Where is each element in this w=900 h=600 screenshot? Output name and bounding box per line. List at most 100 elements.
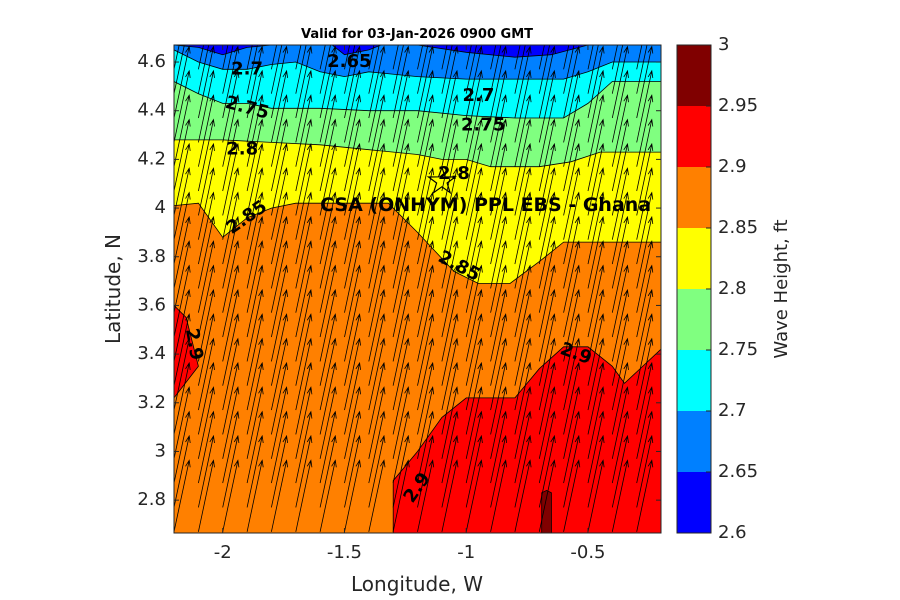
wave-arrow-417 [660,116,661,118]
wave-arrow-375 [611,94,629,167]
wave-arrow-140 [344,459,361,532]
wave-arrow-69 [246,240,264,313]
wave-arrow-4 [174,361,191,435]
colorbar-tick-label: 3 [718,34,729,55]
wave-arrow-343 [587,386,605,459]
wave-arrow-251 [465,191,483,265]
wave-arrow-315 [538,94,556,167]
y-tick-label: 2.8 [137,489,166,510]
wave-arrow-147 [344,288,361,362]
contour-label-0: 2.65 [327,51,371,72]
wave-arrow-348 [587,264,605,338]
wave-arrow-134 [319,118,337,192]
wave-arrow-200 [417,459,435,532]
wave-arrow-349 [587,240,605,313]
wave-arrow-358 [587,45,599,94]
wave-arrow-344 [587,361,605,435]
colorbar-swatch-1 [677,411,711,472]
wave-arrow-46 [222,313,240,386]
wave-arrow-97 [271,45,288,119]
wave-arrow-102 [295,410,313,484]
wave-arrow-310 [538,215,556,289]
wave-arrow-63 [246,386,264,459]
wave-arrow-253 [465,142,483,216]
wave-arrow-270 [490,215,508,289]
wave-arrow-378 [611,45,624,94]
wave-arrow-373 [611,142,629,216]
wave-arrow-416 [660,140,661,143]
wave-arrow-325 [563,337,581,411]
wave-arrow-254 [465,118,483,192]
wave-arrow-341 [587,434,605,508]
wave-arrow-185 [392,337,410,411]
wave-arrow-231 [441,191,459,265]
wave-arrow-279 [490,45,497,70]
wave-arrow-82 [271,410,288,484]
wave-arrow-76 [246,69,264,143]
wave-arrow-233 [441,142,459,216]
wave-arrow-396 [636,69,654,143]
wave-arrow-108 [295,264,313,338]
wave-arrow-165 [368,337,386,411]
wave-arrow-398 [636,45,648,94]
wave-arrow-288 [514,264,532,338]
wave-arrow-381 [636,434,654,508]
plot-area [174,45,661,533]
wave-arrow-354 [587,118,605,192]
wave-arrow-269 [490,240,508,313]
wave-arrow-386 [636,313,654,386]
wave-arrow-326 [563,313,581,386]
wave-arrow-65 [246,337,264,411]
wave-arrow-299 [514,45,521,70]
wave-arrow-213 [417,142,435,216]
wave-arrow-305 [538,337,556,411]
wave-arrow-255 [465,94,483,167]
wave-arrow-304 [538,361,556,435]
wave-arrow-40 [222,459,240,532]
wave-arrow-91 [271,191,288,265]
wave-arrow-6 [174,313,191,386]
wave-arrow-143 [344,386,361,459]
wave-arrow-394 [636,118,654,192]
wave-arrow-230 [441,215,459,289]
wave-arrow-335 [563,94,581,167]
wave-arrow-201 [417,434,435,508]
wave-arrow-363 [611,386,629,459]
wave-arrow-408 [660,335,661,338]
wave-arrow-177 [368,45,386,119]
wave-arrow-17 [174,45,191,119]
wave-arrow-38 [198,45,210,94]
wave-arrow-336 [563,69,581,143]
x-tick-label: -1.5 [327,542,362,563]
wave-arrow-249 [465,240,483,313]
wave-arrow-178 [368,45,380,94]
wave-arrow-289 [514,240,532,313]
wave-arrow-328 [563,264,581,338]
wave-arrow-93 [271,142,288,216]
wave-arrow-247 [465,288,483,362]
wave-arrow-234 [441,118,459,192]
wave-arrow-207 [417,288,435,362]
wave-arrow-271 [490,191,508,265]
wave-arrow-387 [636,288,654,362]
wave-arrow-44 [222,361,240,435]
contour-label-1: 2.7 [231,58,263,79]
wave-arrow-156 [344,69,361,143]
wave-arrow-266 [490,313,508,386]
wave-arrow-128 [319,264,337,338]
wave-arrow-85 [271,337,288,411]
wave-arrow-262 [490,410,508,484]
contour-regions [174,45,661,533]
contour-region-10 [541,489,552,533]
wave-arrow-385 [636,337,654,411]
wave-arrow-179 [368,45,375,70]
wave-arrow-371 [611,191,629,265]
wave-arrow-52 [222,167,240,240]
wave-arrow-259 [465,45,472,70]
wave-arrow-105 [295,337,313,411]
colorbar-tick-label: 2.95 [718,95,758,116]
wave-arrow-350 [587,215,605,289]
wave-arrow-405 [660,408,661,411]
wave-arrow-356 [587,69,605,143]
y-axis: 2.8 3 3.2 3.4 3.6 3.8 4 4.2 4.4 4.6 [137,51,661,510]
